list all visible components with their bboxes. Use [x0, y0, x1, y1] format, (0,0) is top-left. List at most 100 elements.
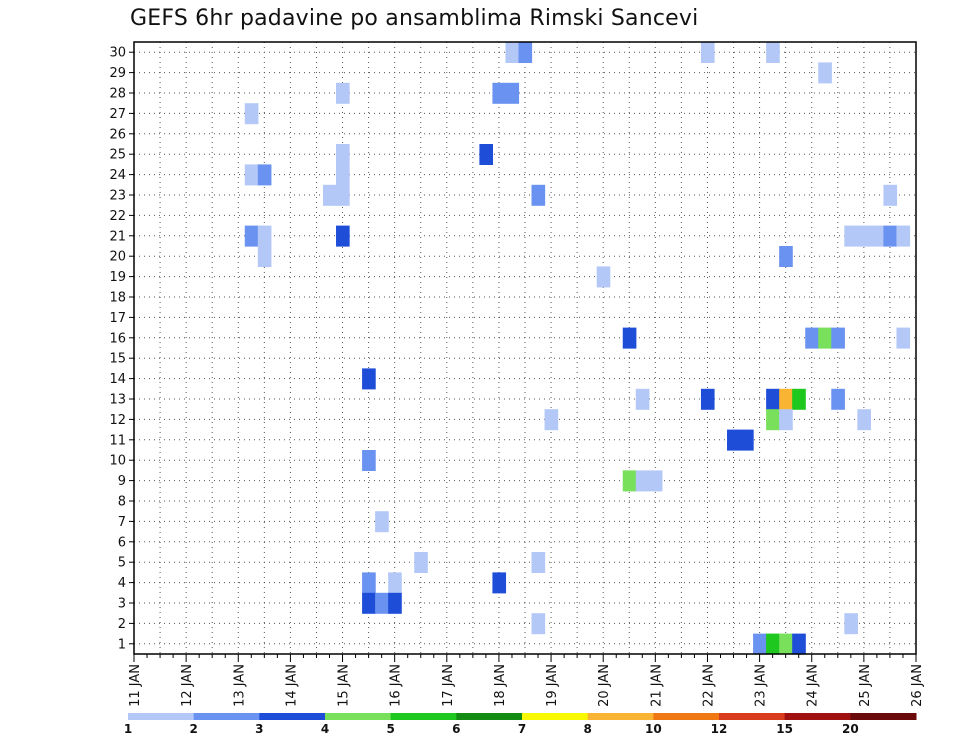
y-tick-label: 1 — [118, 637, 126, 652]
precip-cell — [531, 613, 546, 635]
precip-cell — [362, 572, 376, 594]
precip-cell — [779, 388, 793, 410]
x-tick-label: 16 JAN — [389, 664, 404, 707]
y-tick-label: 13 — [109, 393, 126, 408]
precip-cell — [883, 184, 898, 206]
precip-cell — [740, 429, 754, 451]
colorbar-swatch — [259, 713, 326, 720]
precip-cell — [531, 552, 546, 573]
y-tick-label: 26 — [109, 127, 126, 142]
y-tick-label: 17 — [109, 311, 126, 326]
y-tick-label: 2 — [118, 617, 126, 632]
y-tick-label: 11 — [109, 433, 126, 448]
axis-layer: 1234567891011121314151617181920212223242… — [109, 46, 925, 707]
precip-cell — [700, 388, 715, 410]
precip-cell — [414, 552, 428, 573]
precip-cell — [831, 388, 845, 410]
y-tick-label: 19 — [109, 270, 126, 285]
x-tick-label: 18 JAN — [493, 664, 508, 707]
colorbar-swatch — [653, 713, 720, 720]
precip-cell — [375, 511, 389, 533]
precip-cell — [779, 246, 793, 267]
precip-cell — [375, 592, 389, 614]
precip-cell — [766, 633, 780, 655]
precip-cell — [531, 184, 546, 206]
colorbar — [128, 713, 917, 720]
grid-layer — [133, 42, 917, 654]
precip-cell — [805, 327, 819, 349]
y-tick-label: 18 — [109, 291, 126, 306]
precip-cell — [362, 592, 376, 614]
colorbar-swatch — [390, 713, 457, 720]
x-tick-label: 22 JAN — [701, 664, 716, 707]
precip-cell — [792, 633, 806, 655]
precip-cell — [896, 225, 911, 247]
precip-cell — [844, 613, 858, 635]
precip-cell — [244, 103, 259, 125]
precip-cell — [883, 225, 898, 247]
chart-title: GEFS 6hr padavine po ansamblima Rimski S… — [130, 6, 699, 31]
precip-cell — [336, 164, 350, 186]
precip-cell — [479, 144, 494, 165]
x-tick-label: 26 JAN — [910, 664, 925, 707]
precip-cell — [257, 246, 272, 267]
y-tick-label: 29 — [109, 66, 126, 81]
x-tick-label: 17 JAN — [441, 664, 456, 707]
colorbar-swatch — [456, 713, 523, 720]
precip-cell — [622, 327, 637, 349]
precip-cell — [244, 225, 259, 247]
y-tick-label: 6 — [118, 535, 126, 550]
precip-cell — [870, 225, 885, 247]
precip-cell — [779, 409, 793, 431]
precip-cell — [766, 388, 780, 410]
precip-cell — [857, 225, 871, 247]
y-tick-label: 23 — [109, 189, 126, 204]
x-tick-label: 23 JAN — [754, 664, 769, 707]
y-tick-label: 9 — [118, 474, 126, 489]
precip-cell — [896, 327, 911, 349]
x-tick-label: 11 JAN — [128, 664, 143, 707]
y-tick-label: 12 — [109, 413, 126, 428]
x-tick-label: 14 JAN — [284, 664, 299, 707]
y-tick-label: 4 — [118, 576, 126, 591]
precip-cell — [648, 470, 663, 492]
colorbar-swatch — [193, 713, 260, 720]
precip-cell — [362, 368, 376, 390]
precip-cell — [505, 42, 520, 63]
colorbar-swatch — [719, 713, 786, 720]
precip-cell — [388, 592, 402, 614]
colorbar-swatch — [784, 713, 851, 720]
precip-cell — [257, 225, 272, 247]
y-tick-label: 3 — [118, 597, 126, 612]
precip-cell — [492, 572, 507, 594]
y-tick-label: 27 — [109, 107, 126, 122]
x-tick-label: 19 JAN — [545, 664, 560, 707]
y-tick-label: 16 — [109, 331, 126, 346]
precip-cell — [818, 327, 832, 349]
precip-cell — [505, 82, 520, 104]
y-tick-label: 14 — [109, 372, 126, 387]
precip-cell — [336, 184, 350, 206]
precip-cell — [844, 225, 858, 247]
colorbar-swatch — [850, 713, 917, 720]
precip-cell — [766, 42, 780, 63]
colorbar-swatch — [128, 713, 195, 720]
precip-cell — [753, 633, 767, 655]
y-tick-label: 20 — [109, 250, 126, 265]
precip-cell — [766, 409, 780, 431]
y-tick-label: 22 — [109, 209, 126, 224]
precip-cell — [635, 388, 650, 410]
y-tick-label: 24 — [109, 168, 126, 183]
y-tick-label: 10 — [109, 454, 126, 469]
x-tick-label: 15 JAN — [337, 664, 352, 707]
x-tick-label: 20 JAN — [597, 664, 612, 707]
precip-cell — [322, 184, 337, 206]
x-tick-label: 21 JAN — [649, 664, 664, 707]
y-tick-label: 30 — [109, 46, 126, 61]
precip-cell — [492, 82, 507, 104]
y-tick-label: 15 — [109, 352, 126, 367]
precip-cell — [779, 633, 793, 655]
precip-cell — [700, 42, 715, 63]
y-tick-label: 7 — [118, 515, 126, 530]
